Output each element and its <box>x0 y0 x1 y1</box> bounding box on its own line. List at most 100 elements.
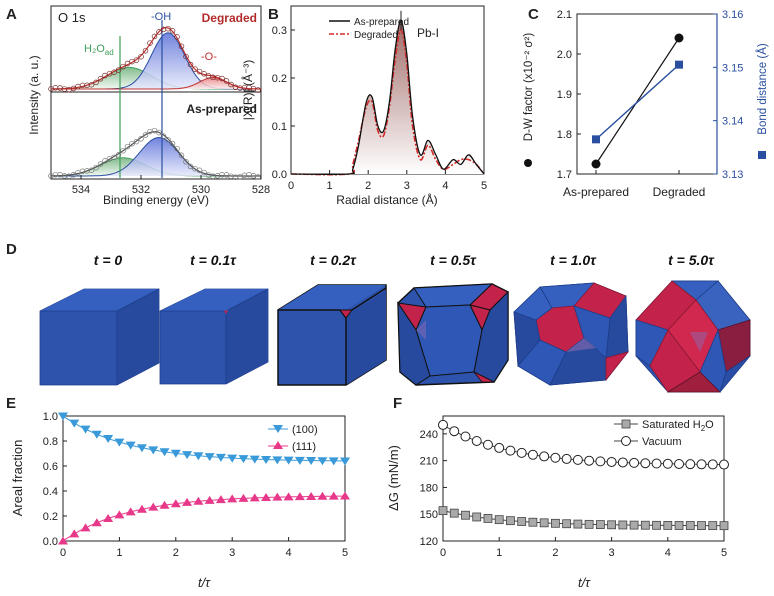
panel-a-bot-point <box>165 136 171 143</box>
panel-a-bot-point <box>97 161 104 167</box>
shape-octahedron-t50 <box>635 280 751 393</box>
panel-e-marker-1 <box>182 497 193 506</box>
shape-label-4: t = 1.0τ <box>550 252 597 268</box>
panel-f-marker-vacuum <box>629 457 640 468</box>
panel-f-marker-vacuum <box>719 459 729 470</box>
panel-e-marker-0 <box>340 457 350 466</box>
legend-111-marker <box>273 441 283 449</box>
panel-f-marker-vacuum <box>685 459 696 470</box>
panel-a-bot-point <box>160 133 167 139</box>
panel-e-marker-0 <box>294 456 305 465</box>
panel-a-ylabel: Intensity (a. u.) <box>27 55 41 134</box>
panel-f-marker-vacuum <box>527 449 538 460</box>
panel-a-top-point <box>147 40 153 46</box>
panel-e-marker-0 <box>91 430 102 439</box>
panel-c-dw-point <box>591 159 601 169</box>
panel-e-xtick-label: 0 <box>60 547 66 559</box>
panel-b-xtick-label: 3 <box>404 180 410 192</box>
shape-label-1: t = 0.1τ <box>190 252 237 268</box>
panel-f-marker-saturated <box>584 519 594 529</box>
panel-a-bot-point <box>138 136 144 142</box>
panel-e-marker-1 <box>328 491 339 500</box>
panel-b-legend-asp: As-prepared <box>354 17 409 28</box>
panel-a-top-point <box>93 79 99 86</box>
panel-f-marker-saturated <box>674 521 684 530</box>
panel-e-ytick-label: 0.8 <box>43 436 58 448</box>
panel-a-top-point <box>97 76 104 82</box>
panel-e-xtick-label: 1 <box>116 547 122 559</box>
panel-f-marker-saturated <box>595 520 605 530</box>
panel-a-bot-peak-fill <box>51 137 261 176</box>
panel-a-bot-point <box>142 132 149 138</box>
panel-a-bot-point <box>241 172 248 179</box>
panel-f-marker-saturated <box>494 515 504 525</box>
panel-e-marker-0 <box>182 451 193 460</box>
panel-c-dw-point <box>674 33 684 43</box>
legend-111-label: (111) <box>292 441 316 453</box>
panel-f-marker-vacuum <box>595 456 606 467</box>
panel-f-marker-saturated <box>438 506 448 516</box>
panel-f-ylabel: ΔG (mN/m) <box>386 445 401 511</box>
panel-c-ytick-left-label: 1.8 <box>557 129 572 141</box>
panel-c-dw-line <box>595 37 680 165</box>
panel-e-marker-1 <box>204 495 215 504</box>
panel-a-top-point <box>70 85 77 92</box>
panel-a-bot-point <box>88 167 95 173</box>
panel-a-top-point <box>255 87 261 93</box>
panel-e-marker-0 <box>227 454 238 463</box>
panel-a-top-point <box>196 68 203 75</box>
legend-vacuum-marker <box>621 436 631 446</box>
panel-f-marker-saturated <box>472 512 482 522</box>
panel-a-bot-peak-fill <box>51 157 261 176</box>
panel-f-xlabel: t/τ <box>578 575 591 590</box>
panel-e-ylabel: Areal fraction <box>10 440 25 517</box>
panel-f-marker-saturated <box>506 516 515 526</box>
panel-b-area-fill <box>291 20 484 175</box>
panel-e-marker-1 <box>103 513 114 522</box>
panel-e-ytick-label: 0.6 <box>43 461 58 473</box>
panel-f-marker-saturated <box>685 521 695 530</box>
panel-f-marker-vacuum <box>550 452 561 463</box>
panel-a-bot-point <box>201 169 207 176</box>
panel-e-marker-1 <box>69 529 80 538</box>
panel-e-ytick-label: 1.0 <box>43 411 58 423</box>
panel-f-marker-saturated <box>629 520 639 530</box>
panel-a-bot-point <box>169 140 176 147</box>
panel-c-ytick-right-label: 3.13 <box>722 169 743 181</box>
panel-f-marker-vacuum <box>651 458 662 469</box>
panel-a-label-asprep: As-prepared <box>186 102 257 116</box>
panel-a-top-point <box>165 25 171 32</box>
panel-f-frame <box>442 415 725 542</box>
panel-letter-e: E <box>6 395 16 412</box>
panel-c-ylabel-left: D-W factor (x10⁻² σ²) <box>523 33 535 142</box>
panel-e-marker-0 <box>80 425 91 434</box>
panel-e-marker-1 <box>80 523 91 532</box>
panel-e-marker-0 <box>148 446 159 455</box>
panel-e-marker-0 <box>69 419 80 428</box>
panel-a-top-point <box>174 34 180 40</box>
panel-a-label-degraded: Degraded <box>202 11 257 25</box>
panel-a-top-peak-fill <box>51 67 261 89</box>
panel-e-marker-1 <box>261 493 272 502</box>
panel-f-marker-vacuum <box>539 451 550 462</box>
panel-letter-b: B <box>268 6 279 23</box>
panel-f-ytick-label: 150 <box>420 509 438 521</box>
panel-a-top-point <box>219 75 225 82</box>
panel-e-marker-1 <box>306 491 317 500</box>
panel-f-marker-vacuum <box>674 458 685 469</box>
panel-a-bot-point <box>255 174 261 180</box>
panel-f-xtick-label: 5 <box>721 547 727 559</box>
panel-a-bot-point <box>183 159 189 165</box>
panel-f-marker-saturated <box>528 517 538 527</box>
panel-c-bond-point <box>675 60 683 69</box>
panel-f-marker-saturated <box>618 520 628 530</box>
panel-b-xtick-label: 0 <box>288 180 294 192</box>
panel-f-marker-vacuum <box>471 435 482 446</box>
panel-f-marker-vacuum <box>494 442 505 453</box>
panel-a-top-point <box>156 29 162 35</box>
panel-e-marker-1 <box>125 507 136 516</box>
panel-f-marker-saturated <box>461 510 470 520</box>
shape-cube-t01 <box>159 288 269 385</box>
panel-e-marker-0 <box>317 457 328 466</box>
